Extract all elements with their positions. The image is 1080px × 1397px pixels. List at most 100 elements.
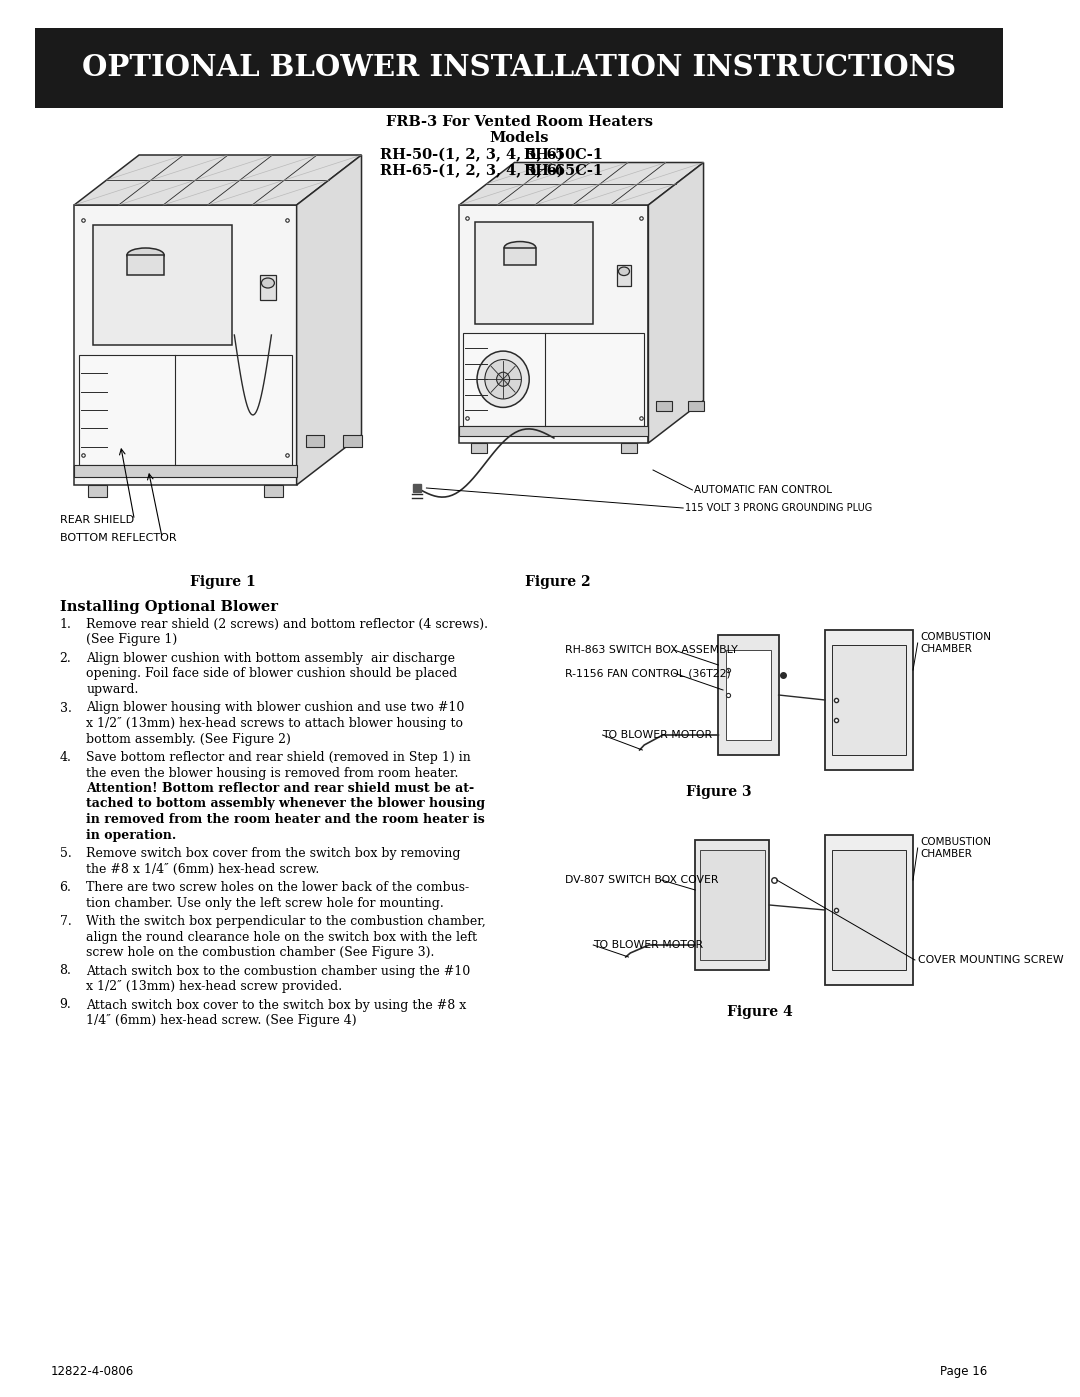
Text: RH-863 SWITCH BOX ASSEMBLY: RH-863 SWITCH BOX ASSEMBLY <box>566 645 739 655</box>
Bar <box>833 849 906 970</box>
Ellipse shape <box>504 242 536 253</box>
Text: Attention! Bottom reflector and rear shield must be at-: Attention! Bottom reflector and rear shi… <box>86 782 474 795</box>
Text: 4.: 4. <box>59 752 71 764</box>
Bar <box>726 650 771 740</box>
Text: RH-65C-1: RH-65C-1 <box>524 163 604 177</box>
Text: Remove rear shield (2 screws) and bottom reflector (4 screws).: Remove rear shield (2 screws) and bottom… <box>86 617 488 631</box>
Text: Remove switch box cover from the switch box by removing: Remove switch box cover from the switch … <box>86 847 461 861</box>
Text: 1/4″ (6mm) hex-head screw. (See Figure 4): 1/4″ (6mm) hex-head screw. (See Figure 4… <box>86 1014 356 1027</box>
Polygon shape <box>648 162 703 443</box>
Text: opening. Foil face side of blower cushion should be placed: opening. Foil face side of blower cushio… <box>86 668 458 680</box>
Text: 2.: 2. <box>59 652 71 665</box>
Bar <box>75 465 297 476</box>
Text: Figure 1: Figure 1 <box>190 576 255 590</box>
Text: Align blower cushion with bottom assembly  air discharge: Align blower cushion with bottom assembl… <box>86 652 456 665</box>
Text: DV-807 SWITCH BOX COVER: DV-807 SWITCH BOX COVER <box>566 875 719 886</box>
Text: Attach switch box to the combustion chamber using the #10: Attach switch box to the combustion cham… <box>86 964 471 978</box>
Text: align the round clearance hole on the switch box with the left: align the round clearance hole on the sw… <box>86 930 477 943</box>
Text: TO BLOWER MOTOR: TO BLOWER MOTOR <box>603 731 713 740</box>
Bar <box>75 205 297 485</box>
Text: Installing Optional Blower: Installing Optional Blower <box>60 599 279 615</box>
Bar <box>833 645 906 754</box>
Text: TO BLOWER MOTOR: TO BLOWER MOTOR <box>593 940 703 950</box>
Bar <box>93 225 232 345</box>
Bar <box>504 247 536 264</box>
Text: the #8 x 1/4″ (6mm) hex-head screw.: the #8 x 1/4″ (6mm) hex-head screw. <box>86 862 320 876</box>
Bar <box>825 835 913 985</box>
Text: Page 16: Page 16 <box>940 1365 987 1377</box>
Text: There are two screw holes on the lower back of the combus-: There are two screw holes on the lower b… <box>86 882 470 894</box>
Text: Save bottom reflector and rear shield (removed in Step 1) in: Save bottom reflector and rear shield (r… <box>86 752 471 764</box>
Bar <box>657 401 672 411</box>
Text: in operation.: in operation. <box>86 828 176 841</box>
Bar <box>463 332 645 426</box>
Ellipse shape <box>127 249 164 263</box>
Text: 115 VOLT 3 PRONG GROUNDING PLUG: 115 VOLT 3 PRONG GROUNDING PLUG <box>685 503 873 513</box>
Bar <box>471 443 487 453</box>
Text: the even the blower housing is removed from room heater.: the even the blower housing is removed f… <box>86 767 459 780</box>
Bar <box>621 443 636 453</box>
Text: REAR SHIELD: REAR SHIELD <box>60 515 134 525</box>
Bar <box>688 401 703 411</box>
Text: x 1/2″ (13mm) hex-head screw provided.: x 1/2″ (13mm) hex-head screw provided. <box>86 981 342 993</box>
Bar <box>825 630 913 770</box>
Bar <box>617 264 631 286</box>
Text: Figure 2: Figure 2 <box>525 576 591 590</box>
Text: OPTIONAL BLOWER INSTALLATION INSTRUCTIONS: OPTIONAL BLOWER INSTALLATION INSTRUCTION… <box>82 53 956 82</box>
Text: in removed from the room heater and the room heater is: in removed from the room heater and the … <box>86 813 485 826</box>
Text: FRB-3 For Vented Room Heaters: FRB-3 For Vented Room Heaters <box>386 115 652 129</box>
Circle shape <box>477 351 529 408</box>
Text: 7.: 7. <box>59 915 71 928</box>
Text: COMBUSTION
CHAMBER: COMBUSTION CHAMBER <box>920 837 991 859</box>
Bar <box>127 256 164 275</box>
Text: Figure 4: Figure 4 <box>727 1004 793 1018</box>
Text: R-1156 FAN CONTROL (36T22): R-1156 FAN CONTROL (36T22) <box>566 668 731 678</box>
Bar <box>259 275 276 300</box>
Text: 1.: 1. <box>59 617 71 631</box>
Polygon shape <box>297 155 362 485</box>
Bar <box>79 355 292 465</box>
Bar <box>696 840 769 970</box>
Text: 6.: 6. <box>59 882 71 894</box>
Text: Models: Models <box>489 131 549 145</box>
Ellipse shape <box>261 278 274 288</box>
Bar <box>475 222 593 324</box>
Text: With the switch box perpendicular to the combustion chamber,: With the switch box perpendicular to the… <box>86 915 486 928</box>
Bar <box>459 426 648 436</box>
Bar <box>265 485 283 497</box>
Polygon shape <box>75 155 362 205</box>
Text: COVER MOUNTING SCREW: COVER MOUNTING SCREW <box>918 956 1064 965</box>
Text: x 1/2″ (13mm) hex-head screws to attach blower housing to: x 1/2″ (13mm) hex-head screws to attach … <box>86 717 463 731</box>
Circle shape <box>497 372 510 387</box>
Bar <box>700 849 765 960</box>
Bar <box>306 434 324 447</box>
Text: screw hole on the combustion chamber (See Figure 3).: screw hole on the combustion chamber (Se… <box>86 946 434 958</box>
Text: Attach switch box cover to the switch box by using the #8 x: Attach switch box cover to the switch bo… <box>86 999 467 1011</box>
Bar <box>36 28 1003 108</box>
Text: RH-50C-1: RH-50C-1 <box>524 148 604 162</box>
Polygon shape <box>459 162 703 205</box>
Text: (See Figure 1): (See Figure 1) <box>86 633 177 647</box>
Bar <box>343 434 362 447</box>
Bar <box>459 205 648 443</box>
Text: BOTTOM REFLECTOR: BOTTOM REFLECTOR <box>60 534 177 543</box>
Text: COMBUSTION
CHAMBER: COMBUSTION CHAMBER <box>920 633 991 654</box>
Text: upward.: upward. <box>86 683 138 696</box>
Bar <box>89 485 107 497</box>
Bar <box>718 636 779 754</box>
Text: tion chamber. Use only the left screw hole for mounting.: tion chamber. Use only the left screw ho… <box>86 897 444 909</box>
Circle shape <box>485 359 522 400</box>
Text: tached to bottom assembly whenever the blower housing: tached to bottom assembly whenever the b… <box>86 798 485 810</box>
Text: 9.: 9. <box>59 999 71 1011</box>
Text: 8.: 8. <box>59 964 71 978</box>
Text: RH-65-(1, 2, 3, 4, 5, 6): RH-65-(1, 2, 3, 4, 5, 6) <box>380 163 564 179</box>
Text: 3.: 3. <box>59 701 71 714</box>
Text: Align blower housing with blower cushion and use two #10: Align blower housing with blower cushion… <box>86 701 464 714</box>
Text: bottom assembly. (See Figure 2): bottom assembly. (See Figure 2) <box>86 732 292 746</box>
Text: 5.: 5. <box>59 847 71 861</box>
Ellipse shape <box>619 267 630 275</box>
Text: 12822-4-0806: 12822-4-0806 <box>51 1365 134 1377</box>
Text: RH-50-(1, 2, 3, 4, 5, 6): RH-50-(1, 2, 3, 4, 5, 6) <box>380 148 564 162</box>
Text: AUTOMATIC FAN CONTROL: AUTOMATIC FAN CONTROL <box>694 485 833 495</box>
Text: Figure 3: Figure 3 <box>686 785 752 799</box>
